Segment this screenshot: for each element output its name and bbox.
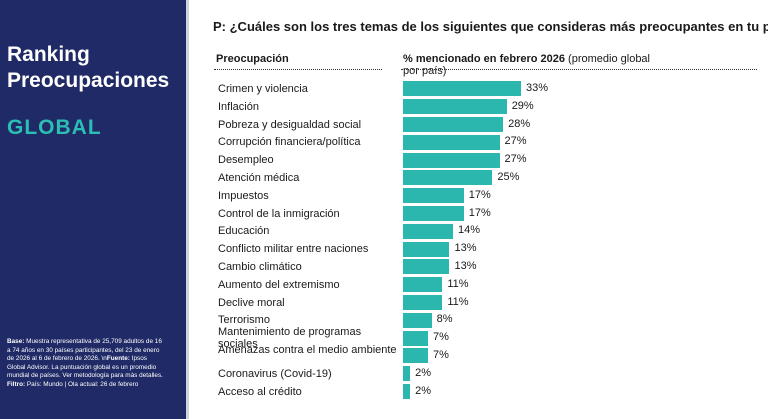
note-source-text: Ipsos Global Advisor. La puntuación glob… bbox=[7, 355, 163, 379]
note-base-label: Base: bbox=[7, 338, 25, 345]
category-label: Crimen y violencia bbox=[218, 82, 308, 95]
category-label: Atención médica bbox=[218, 171, 300, 184]
column-header-percent: % mencionado en febrero 2026 (promedio g… bbox=[403, 53, 665, 77]
bar bbox=[403, 295, 443, 310]
column-header-percent-rest: (promedio global por país) bbox=[403, 53, 650, 77]
sidebar-region-label: GLOBAL bbox=[7, 116, 102, 139]
note-base-text: Muestra representativa de 25,709 adultos… bbox=[7, 338, 162, 362]
bar-value-label: 11% bbox=[447, 295, 469, 308]
bar-value-label: 27% bbox=[504, 153, 527, 166]
category-label: Conflicto militar entre naciones bbox=[218, 243, 369, 256]
bar-value-label: 14% bbox=[458, 224, 481, 237]
bar bbox=[403, 81, 521, 97]
methodology-note: Base: Muestra representativa de 25,709 a… bbox=[7, 338, 167, 389]
bar-value-label: 11% bbox=[447, 277, 469, 290]
note-source-label: Fuente: bbox=[106, 355, 130, 362]
bar-value-label: 13% bbox=[454, 259, 477, 272]
bar-value-label: 8% bbox=[436, 313, 453, 326]
bar bbox=[403, 241, 450, 257]
bar bbox=[403, 134, 500, 150]
question-title: P: ¿Cuáles son los tres temas de los sig… bbox=[213, 19, 768, 34]
category-label: Educación bbox=[218, 225, 270, 238]
bar bbox=[403, 117, 504, 132]
category-label: Cambio climático bbox=[218, 260, 302, 273]
bar-value-label: 17% bbox=[468, 206, 491, 219]
category-label: Amenazas contra el medio ambiente bbox=[218, 343, 397, 356]
category-label: Desempleo bbox=[218, 154, 274, 167]
category-label: Inflación bbox=[218, 100, 259, 113]
bar-value-label: 25% bbox=[497, 170, 520, 183]
category-label: Mantenimiento de programas sociales bbox=[218, 326, 362, 351]
bar bbox=[403, 330, 429, 346]
bar-value-label: 17% bbox=[468, 188, 491, 201]
bar-value-label: 29% bbox=[511, 99, 534, 112]
bar bbox=[403, 348, 429, 364]
note-filter-text: País: Mundo | Ola actual: 26 de febrero bbox=[25, 380, 139, 388]
bar-value-label: 7% bbox=[433, 348, 449, 361]
bar bbox=[403, 366, 411, 382]
bar bbox=[403, 277, 443, 293]
category-label: Coronavirus (Covid-19) bbox=[218, 367, 332, 380]
bar-value-label: 27% bbox=[504, 135, 527, 148]
bar bbox=[403, 152, 500, 168]
bar bbox=[403, 384, 411, 399]
bar bbox=[403, 312, 432, 328]
category-label: Control de la inmigración bbox=[218, 207, 340, 220]
sidebar-title: Ranking Preocupaciones bbox=[7, 43, 170, 92]
bar bbox=[403, 206, 464, 221]
note-filter-label: Filtro: bbox=[7, 380, 26, 388]
column-header-percent-bold: % mencionado en febrero 2026 bbox=[403, 53, 565, 65]
sidebar-panel: Ranking Preocupaciones GLOBAL Base: Mues… bbox=[0, 0, 187, 419]
category-label: Pobreza y desigualdad social bbox=[218, 118, 362, 131]
header-divider-right bbox=[401, 69, 757, 70]
bar-value-label: 33% bbox=[526, 81, 549, 94]
bar-value-label: 2% bbox=[415, 384, 432, 397]
bar bbox=[403, 223, 454, 239]
category-label: Acceso al crédito bbox=[218, 385, 302, 398]
bar bbox=[403, 170, 493, 186]
category-label: Declive moral bbox=[218, 296, 285, 309]
bar-value-label: 28% bbox=[508, 117, 531, 130]
bar-value-label: 13% bbox=[454, 242, 477, 255]
category-label: Terrorismo bbox=[218, 314, 270, 327]
bar-value-label: 2% bbox=[415, 366, 432, 379]
category-label: Impuestos bbox=[218, 189, 269, 202]
sidebar-divider bbox=[186, 0, 189, 419]
column-header-concern: Preocupación bbox=[216, 53, 289, 65]
bar-value-label: 7% bbox=[433, 331, 449, 344]
header-divider-left bbox=[214, 69, 382, 70]
category-label: Aumento del extremismo bbox=[218, 278, 340, 291]
category-label: Corrupción financiera/política bbox=[218, 136, 361, 149]
bar bbox=[403, 259, 450, 275]
bar bbox=[403, 188, 464, 204]
bar bbox=[403, 99, 507, 115]
